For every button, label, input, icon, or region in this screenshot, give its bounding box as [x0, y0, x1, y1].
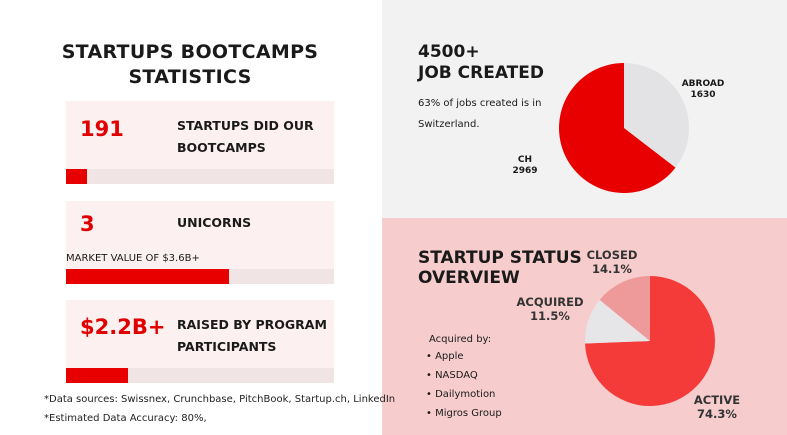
- stat-card-unicorns: 3 UNICORNS MARKET VALUE OF $3.6B+: [66, 201, 334, 284]
- stat-value: 3: [80, 212, 95, 236]
- progress-fill: [66, 269, 230, 284]
- slice-label: CH: [517, 155, 533, 165]
- pie-slice-ch: [559, 62, 676, 193]
- acquired-by-label: Acquired by:: [429, 334, 492, 345]
- data-accuracy: *Estimated Data Accuracy: 80%,: [44, 413, 207, 424]
- slice-label: ACQUIRED: [516, 295, 584, 309]
- jobs-note: 63% of jobs created is in Switzerland.: [418, 98, 542, 130]
- pie-slice-acquired: [585, 299, 650, 344]
- pie-slice-active: [585, 276, 715, 406]
- pie-label-ch: CH 2969: [500, 155, 550, 177]
- list-item: NASDAQ: [426, 366, 502, 385]
- slice-value: 2969: [512, 166, 538, 176]
- slice-value: 11.5%: [530, 309, 570, 323]
- slice-value: 74.3%: [697, 407, 737, 421]
- stat-label: STARTUPS DID OUR BOOTCAMPS: [177, 118, 314, 155]
- progress-fill: [66, 169, 88, 184]
- stat-card-startups: 191 STARTUPS DID OUR BOOTCAMPS: [66, 101, 334, 184]
- pie-label-active: ACTIVE 74.3%: [682, 393, 752, 421]
- stat-card-raised: $2.2B+ RAISED BY PROGRAM PARTICIPANTS: [66, 300, 334, 383]
- pie-label-closed: CLOSED 14.1%: [577, 248, 647, 276]
- pie-slice-closed: [599, 276, 650, 341]
- data-sources: *Data sources: Swissnex, Crunchbase, Pit…: [44, 394, 396, 405]
- jobs-headline: 4500+: [418, 42, 480, 62]
- stat-sublabel: MARKET VALUE OF $3.6B+: [66, 253, 200, 264]
- stat-label: RAISED BY PROGRAM PARTICIPANTS: [177, 317, 327, 354]
- list-item: Dailymotion: [426, 385, 502, 404]
- progress-fill: [66, 368, 128, 383]
- status-title-2: OVERVIEW: [418, 268, 520, 288]
- stat-value: 191: [80, 117, 124, 141]
- slice-label: ABROAD: [681, 79, 725, 89]
- pie-label-abroad: ABROAD 1630: [678, 79, 728, 101]
- progress-bar: [66, 169, 334, 184]
- progress-bar: [66, 368, 334, 383]
- slice-value: 14.1%: [592, 262, 632, 276]
- page-title: STARTUPS BOOTCAMPS STATISTICS: [61, 41, 319, 88]
- acquirer-list: Apple NASDAQ Dailymotion Migros Group: [426, 347, 502, 423]
- stat-label: UNICORNS: [177, 215, 252, 230]
- pie-label-acquired: ACQUIRED 11.5%: [515, 295, 585, 323]
- jobs-subheadline: JOB CREATED: [418, 63, 544, 83]
- list-item: Migros Group: [426, 404, 502, 423]
- list-item: Apple: [426, 347, 502, 366]
- slice-value: 1630: [690, 90, 716, 100]
- status-title: STARTUP STATUS: [418, 248, 582, 268]
- slice-label: ACTIVE: [693, 393, 741, 407]
- slice-label: CLOSED: [586, 248, 638, 262]
- pie-slice-abroad: [624, 63, 690, 168]
- stat-value: $2.2B+: [80, 315, 166, 339]
- progress-bar: [66, 269, 334, 284]
